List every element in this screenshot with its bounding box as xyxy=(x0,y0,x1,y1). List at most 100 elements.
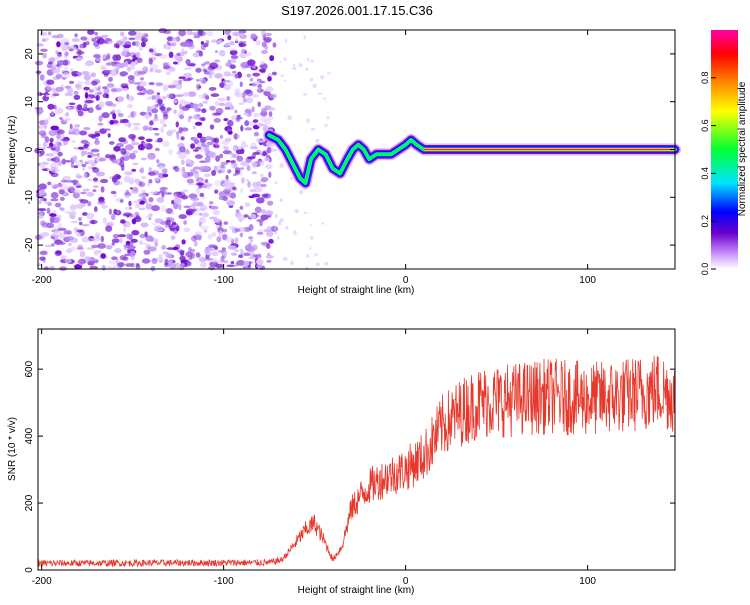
noise-cell xyxy=(204,179,209,183)
noise-cell xyxy=(187,91,197,97)
noise-cell xyxy=(117,113,124,118)
noise-cell xyxy=(204,156,211,163)
noise-cell xyxy=(213,138,218,142)
noise-cell xyxy=(267,117,274,120)
noise-cell xyxy=(75,204,85,209)
noise-cell xyxy=(123,175,131,183)
noise-cell xyxy=(165,208,174,214)
noise-cell xyxy=(260,214,269,221)
noise-cell xyxy=(97,91,103,95)
noise-cell xyxy=(148,236,154,242)
noise-cell xyxy=(135,263,140,267)
noise-cell xyxy=(186,261,192,267)
noise-cell xyxy=(131,141,140,146)
noise-cell xyxy=(257,101,262,107)
noise-cell xyxy=(111,120,119,124)
noise-cell xyxy=(39,250,48,256)
y-tick-label: -20 xyxy=(24,237,35,252)
noise-cell xyxy=(57,227,67,231)
noise-cell xyxy=(131,168,137,172)
noise-cell xyxy=(73,90,79,95)
noise-cell xyxy=(115,209,122,216)
noise-cell xyxy=(156,197,165,203)
noise-cell xyxy=(49,137,54,143)
noise-cell xyxy=(246,52,252,56)
noise-cell xyxy=(81,236,91,243)
noise-cell xyxy=(124,194,130,199)
noise-cell xyxy=(194,146,202,150)
noise-cell xyxy=(193,107,199,113)
noise-cell xyxy=(72,140,76,143)
noise-cell xyxy=(57,222,63,229)
noise-cell xyxy=(72,179,78,186)
noise-cell xyxy=(252,81,258,88)
noise-cell xyxy=(119,119,124,124)
noise-cell xyxy=(91,219,95,225)
noise-cell xyxy=(323,97,326,100)
noise-cell xyxy=(193,234,203,240)
noise-cell xyxy=(198,50,203,57)
noise-cell xyxy=(265,86,274,93)
x-tick-label: -200 xyxy=(32,576,52,587)
x-tick-label: 100 xyxy=(579,576,596,587)
noise-cell xyxy=(59,241,66,245)
noise-cell xyxy=(148,197,154,203)
noise-cell xyxy=(46,222,55,229)
noise-cell xyxy=(158,172,165,179)
noise-cell xyxy=(128,206,132,210)
noise-cell xyxy=(185,210,192,216)
noise-cell xyxy=(140,242,148,245)
noise-cell xyxy=(249,239,254,243)
noise-cell xyxy=(156,159,160,164)
noise-cell xyxy=(309,77,314,82)
noise-cell xyxy=(248,224,254,231)
noise-cell xyxy=(154,177,160,182)
x-tick-label: -100 xyxy=(214,275,234,286)
noise-cell xyxy=(123,226,127,233)
noise-cell xyxy=(126,233,131,240)
noise-cell xyxy=(235,116,243,120)
noise-cell xyxy=(265,254,274,259)
noise-cell xyxy=(40,232,50,237)
noise-cell xyxy=(50,125,59,131)
noise-cell xyxy=(199,192,205,198)
noise-cell xyxy=(265,38,271,43)
noise-cell xyxy=(34,60,44,66)
noise-cell xyxy=(52,156,60,163)
noise-cell xyxy=(186,158,192,164)
noise-cell xyxy=(227,35,232,41)
noise-cell xyxy=(113,67,119,72)
noise-cell xyxy=(199,160,207,163)
noise-cell xyxy=(176,150,182,155)
noise-cell xyxy=(190,197,200,201)
noise-cell xyxy=(73,227,77,232)
noise-cell xyxy=(141,189,146,194)
noise-cell xyxy=(224,42,230,47)
noise-cell xyxy=(97,85,102,91)
noise-cell xyxy=(241,92,246,99)
noise-cell xyxy=(91,80,98,86)
noise-cell xyxy=(130,238,138,243)
noise-cell xyxy=(175,121,179,128)
noise-cell xyxy=(119,255,127,261)
noise-cell xyxy=(64,179,73,183)
noise-cell xyxy=(60,118,65,125)
noise-cell xyxy=(220,255,225,263)
noise-cell xyxy=(245,97,254,104)
noise-cell xyxy=(261,30,266,37)
noise-cell xyxy=(224,29,231,36)
noise-cell xyxy=(228,48,238,52)
noise-cell xyxy=(279,163,284,168)
noise-cell xyxy=(252,112,261,118)
noise-cell xyxy=(168,224,174,230)
noise-cell xyxy=(79,159,83,163)
noise-cell xyxy=(200,204,208,211)
noise-cell xyxy=(282,256,288,261)
noise-cell xyxy=(165,219,171,226)
noise-cell xyxy=(107,40,114,44)
noise-cell xyxy=(48,61,53,65)
noise-cell xyxy=(162,140,170,148)
noise-cell xyxy=(227,169,232,174)
noise-cell xyxy=(120,148,127,155)
noise-cell xyxy=(265,164,273,169)
